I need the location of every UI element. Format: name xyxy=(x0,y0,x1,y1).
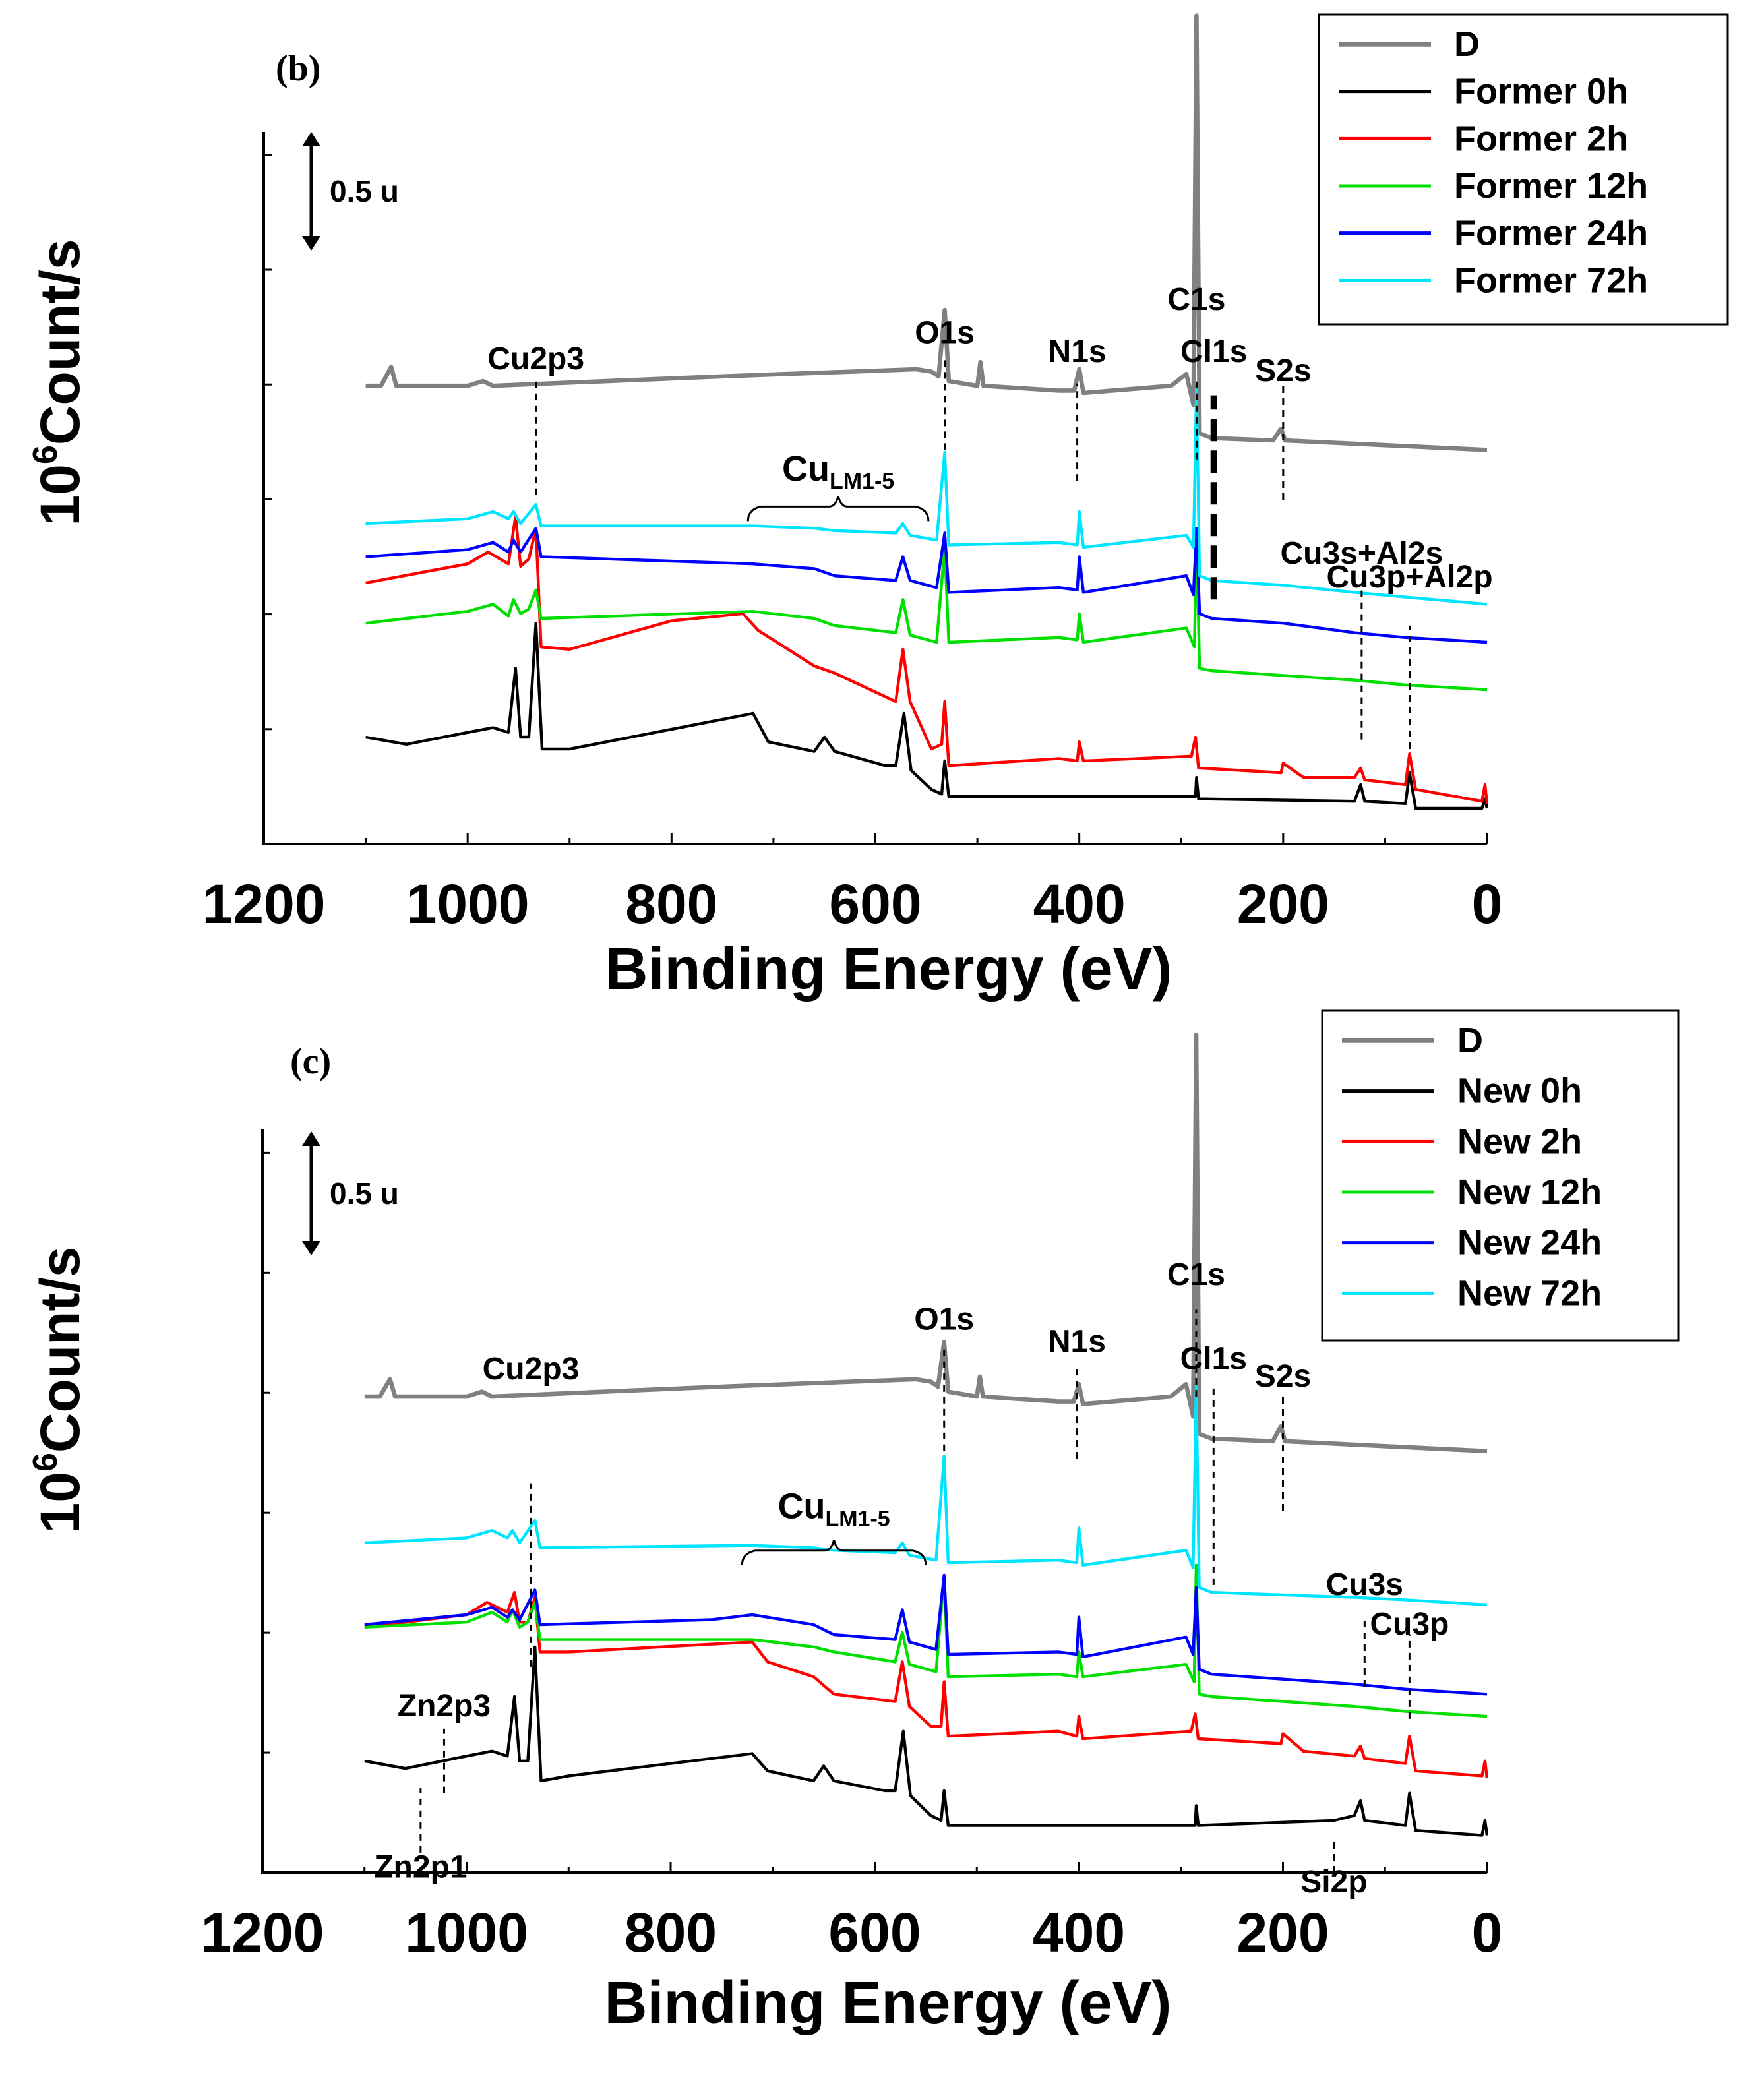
peak-label-cu3s: Cu3s+Al2s xyxy=(1280,536,1443,571)
x-tick-label: 1000 xyxy=(406,873,530,935)
brace-label-text: Cu xyxy=(777,1486,825,1526)
scale-bar xyxy=(302,132,320,251)
x-tick-label: 200 xyxy=(1237,873,1329,935)
brace-cu-lm xyxy=(746,496,930,522)
brace-label-sub: LM1-5 xyxy=(825,1506,890,1531)
scale-bar-label: 0.5 u xyxy=(330,174,399,208)
scale-bar-arrow-up-icon xyxy=(302,132,320,146)
series-line-former-2h xyxy=(365,515,1489,804)
peak-label-cu3p: Cu3p+Al2p xyxy=(1326,560,1492,595)
series-line-former-72h xyxy=(365,386,1488,606)
legend-box xyxy=(1318,13,1729,326)
peak-label-cl1s: Cl1s xyxy=(1180,334,1247,369)
y-axis-label-exponent: 6 xyxy=(26,445,65,464)
brace-cu-lm xyxy=(741,1540,927,1565)
peak-label-n1s: N1s xyxy=(1048,1324,1106,1359)
legend-label: New 12h xyxy=(1457,1172,1602,1212)
scale-bar-arrow-down-icon xyxy=(302,1241,320,1255)
x-tick-label: 1000 xyxy=(405,1902,528,1964)
peak-label-s2s: S2s xyxy=(1255,1359,1311,1394)
series-line-new-12h xyxy=(364,1563,1488,1718)
x-tick-label: 0 xyxy=(1472,1902,1503,1964)
y-axis-label: 106Count/s xyxy=(26,1247,91,1534)
x-tick-label: 0 xyxy=(1472,873,1503,935)
peak-label-cu3p: Cu3p xyxy=(1370,1607,1449,1642)
legend-label: New 0h xyxy=(1457,1071,1582,1111)
x-tick-label: 800 xyxy=(624,1902,717,1964)
x-tick-label: 600 xyxy=(829,873,921,935)
peak-label-c1s: C1s xyxy=(1167,282,1225,317)
series-line-new-0h xyxy=(364,1645,1489,1837)
x-tick-label: 1200 xyxy=(202,873,326,935)
y-axis-label: 106Count/s xyxy=(26,239,91,526)
series-line-new-72h xyxy=(364,1385,1488,1607)
legend-label: New 2h xyxy=(1457,1122,1582,1161)
peak-label-zn2p1: Zn2p1 xyxy=(374,1850,467,1885)
brace-label-sub: LM1-5 xyxy=(830,469,894,494)
peak-label-si2p: Si2p xyxy=(1300,1865,1367,1900)
x-tick-label: 800 xyxy=(625,873,717,935)
peak-label-s2s: S2s xyxy=(1255,353,1311,388)
legend-label: Former 2h xyxy=(1454,119,1628,158)
panel-label: (b) xyxy=(276,48,320,89)
legend-label: New 72h xyxy=(1457,1273,1602,1313)
x-tick-label: 1200 xyxy=(201,1902,324,1964)
series-line-former-0h xyxy=(365,622,1489,810)
legend-label: D xyxy=(1457,1021,1483,1060)
legend: D New 0h New 2h New 12h New 24h New 72h xyxy=(1321,1009,1680,1342)
series-line-former-12h xyxy=(365,531,1488,692)
peak-label-cl1s: Cl1s xyxy=(1180,1342,1247,1377)
series-line-new-24h xyxy=(364,1573,1488,1696)
peak-label-cu2p3: Cu2p3 xyxy=(483,1352,580,1387)
legend-label: Former 0h xyxy=(1454,72,1628,111)
peak-label-zn2p3: Zn2p3 xyxy=(398,1689,491,1724)
legend: D Former 0h Former 2h Former 12h Former 24h F… xyxy=(1318,13,1729,326)
legend-label: D xyxy=(1454,24,1480,64)
legend-label: New 24h xyxy=(1457,1223,1602,1263)
y-axis-label-base: 10 xyxy=(29,464,91,526)
legend-label: Former 72h xyxy=(1454,260,1648,300)
scale-bar xyxy=(302,1131,320,1255)
legend-label: Former 12h xyxy=(1454,166,1648,206)
peak-label-o1s: O1s xyxy=(914,1302,974,1337)
x-tick-label: 600 xyxy=(828,1902,921,1964)
y-axis-label-base: 10 xyxy=(29,1472,91,1533)
series-line-d xyxy=(364,1032,1488,1454)
brace-label-text: Cu xyxy=(782,449,830,489)
peak-label-cu3s: Cu3s xyxy=(1326,1567,1403,1602)
legend-label: Former 24h xyxy=(1454,214,1648,253)
scale-bar-label: 0.5 u xyxy=(330,1176,399,1211)
x-axis-label: Binding Energy (eV) xyxy=(604,1970,1171,2036)
scale-bar-arrow-down-icon xyxy=(302,236,320,251)
peak-label-c1s: C1s xyxy=(1167,1257,1225,1292)
scale-bar-arrow-up-icon xyxy=(302,1131,320,1146)
chart-panel-c: 1200 1000 800 600 400 200 0 Binding Energy (eV)… xyxy=(26,1009,1680,2036)
x-tick-label: 200 xyxy=(1236,1902,1329,1964)
peak-label-cu2p3: Cu2p3 xyxy=(487,342,584,376)
series-line-former-24h xyxy=(365,527,1488,644)
y-axis-label-unit: Count/s xyxy=(29,239,91,446)
series-line-d xyxy=(365,13,1488,452)
peak-label-o1s: O1s xyxy=(915,315,975,350)
x-axis-label: Binding Energy (eV) xyxy=(605,936,1172,1002)
brace-label-cu-lm: CuLM1-5 xyxy=(777,1486,890,1531)
x-tick-label: 400 xyxy=(1033,1902,1125,1964)
peak-label-n1s: N1s xyxy=(1049,334,1107,369)
y-axis-label-unit: Count/s xyxy=(29,1247,91,1453)
brace-label-cu-lm: CuLM1-5 xyxy=(782,449,894,494)
x-tick-label: 400 xyxy=(1033,873,1126,935)
legend-box xyxy=(1321,1009,1680,1342)
panel-label: (c) xyxy=(290,1041,331,1082)
y-axis-label-exponent: 6 xyxy=(26,1453,65,1472)
chart-panel-b: 1200 1000 800 600 400 200 0 Binding Energy (eV)… xyxy=(26,13,1729,1002)
